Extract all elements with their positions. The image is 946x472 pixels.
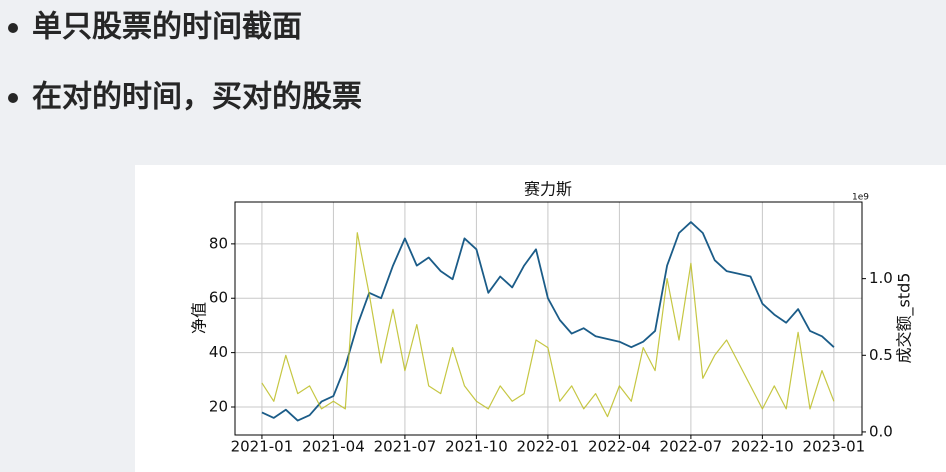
y2-axis-label: 成交额_std5 <box>895 273 915 364</box>
plot-frame <box>234 201 863 436</box>
x-tick-label: 2021-07 <box>374 438 437 456</box>
x-tick-label: 2023-01 <box>803 438 866 456</box>
y-tick-label: 60 <box>209 289 228 307</box>
y-tick-label: 40 <box>209 343 228 361</box>
y-tick-label: 80 <box>209 234 228 252</box>
bullet-text: 单只股票的时间截面 <box>32 10 302 45</box>
x-tick-label: 2022-10 <box>731 438 794 456</box>
data-line <box>261 221 835 422</box>
x-tick-label: 2021-10 <box>445 438 508 456</box>
bullet-dot <box>8 93 18 103</box>
bullet-text: 在对的时间，买对的股票 <box>32 80 362 115</box>
y-tick-label: 20 <box>209 397 228 415</box>
y2-tick-label: 1.0 <box>869 269 893 287</box>
y-axis-label: 净值 <box>190 302 209 334</box>
y2-tick-label: 0.0 <box>869 422 893 440</box>
y2-tick-label: 0.5 <box>869 346 893 364</box>
x-tick-label: 2021-01 <box>231 438 294 456</box>
offset-label: 1e9 <box>852 193 869 203</box>
x-tick-label: 2021-04 <box>302 438 365 456</box>
data-line <box>261 232 835 418</box>
x-tick-label: 2022-07 <box>660 438 723 456</box>
chart-title: 赛力斯 <box>524 180 572 199</box>
x-tick-label: 2022-04 <box>588 438 651 456</box>
chart-panel <box>135 165 946 472</box>
bullet-dot <box>8 23 18 33</box>
x-tick-label: 2022-01 <box>517 438 580 456</box>
